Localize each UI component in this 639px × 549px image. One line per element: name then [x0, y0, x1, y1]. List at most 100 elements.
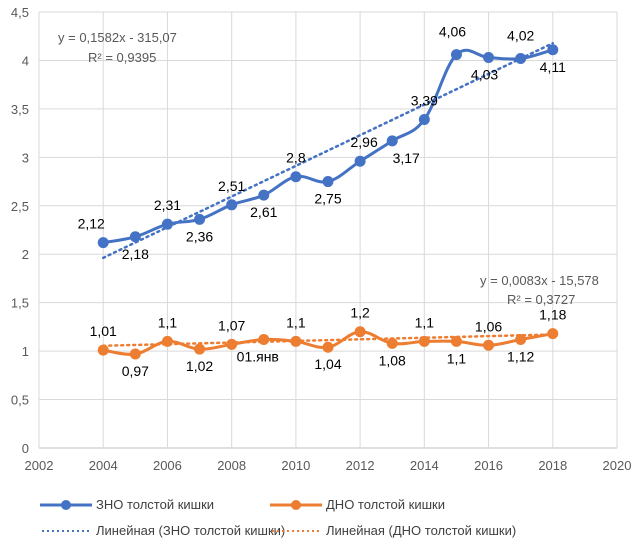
x-tick-label: 2004 [89, 458, 118, 473]
data-label-zno: 2,8 [286, 150, 306, 166]
x-tick-label: 2008 [217, 458, 246, 473]
data-label-zno: 4,11 [540, 59, 566, 75]
y-tick-label: 1,5 [11, 296, 29, 311]
data-point-dno [322, 341, 334, 353]
x-axis-ticks: 2002 2004 2006 2008 2010 2012 2014 2016 2018 2020 [25, 458, 632, 473]
y-axis-ticks: 0 0,5 1 1,5 2 2,5 3 3,5 4 4,5 [11, 5, 29, 456]
data-label-dno: 1,1 [415, 314, 435, 330]
legend-item-dno: ДНО толстой кишки [270, 497, 445, 512]
data-label-zno: 2,75 [314, 191, 341, 207]
data-point-dno [354, 326, 366, 338]
data-point-dno [290, 335, 302, 347]
legend-marker-zno [40, 499, 92, 510]
data-label-dno: 0,97 [122, 363, 149, 379]
data-point-zno [386, 135, 398, 147]
x-tick-label: 2018 [538, 458, 567, 473]
data-label-dno: 1,12 [507, 348, 534, 364]
x-tick-label: 2012 [346, 458, 375, 473]
x-tick-label: 2002 [25, 458, 54, 473]
data-label-dno: 1,04 [314, 356, 341, 372]
legend-item-trend-dno: Линейная (ДНО толстой кишки) [270, 523, 516, 538]
data-label-zno: 3,17 [393, 150, 420, 166]
data-label-zno: 2,31 [154, 197, 181, 213]
data-label-dno: 1,02 [186, 358, 213, 374]
trend-equation-dno: y = 0,0083x - 15,578 [480, 273, 599, 288]
data-point-zno [515, 53, 527, 65]
x-tick-label: 2020 [603, 458, 632, 473]
data-label-zno: 2,61 [250, 204, 277, 220]
data-label-dno: 1,06 [475, 318, 502, 334]
data-point-zno [129, 231, 141, 243]
y-tick-label: 4,5 [11, 5, 29, 20]
data-label-zno: 2,36 [186, 228, 213, 244]
data-point-dno [418, 335, 430, 347]
data-point-dno [194, 343, 206, 355]
gridlines [38, 11, 618, 449]
data-point-dno [547, 328, 559, 340]
data-label-dno: 1,18 [539, 307, 566, 323]
data-label-zno: 2,96 [350, 134, 377, 150]
data-point-zno [161, 218, 173, 230]
data-label-zno: 4,03 [471, 67, 498, 83]
legend-item-trend-zno: Линейная (ЗНО толстой кишки) [40, 523, 285, 538]
y-tick-label: 2,5 [11, 199, 29, 214]
data-point-dno [386, 337, 398, 349]
data-label-dno: 1,01 [90, 323, 117, 339]
legend-marker-trend-zno [42, 529, 90, 532]
data-point-dno [258, 333, 270, 345]
data-label-dno: 1,08 [379, 352, 406, 368]
x-tick-label: 2014 [410, 458, 439, 473]
trend-equation-zno: y = 0,1582x - 315,07 [58, 30, 177, 45]
data-label-zno: 4,06 [439, 24, 466, 40]
data-label-dno: 1,1 [286, 314, 306, 330]
y-tick-label: 3 [22, 150, 29, 165]
data-label-zno: 2,18 [122, 246, 149, 262]
data-label-dno: 1,2 [350, 305, 370, 321]
data-label-zno: 2,12 [78, 216, 105, 232]
data-point-zno [97, 237, 109, 249]
y-tick-label: 0,5 [11, 393, 29, 408]
data-point-dno [483, 339, 495, 351]
data-point-zno [450, 49, 462, 61]
data-point-zno [258, 189, 270, 201]
legend-label-trend-dno: Линейная (ДНО толстой кишки) [326, 523, 517, 538]
data-point-zno [418, 114, 430, 126]
data-labels: 2,12 2,18 2,31 2,36 2,51 2,61 2,8 2,75 2,96 3,17 3… [78, 24, 567, 379]
series-lines [97, 44, 559, 360]
data-label-dno: 1,1 [158, 314, 178, 330]
data-label-dno: 01.янв [237, 348, 279, 364]
data-point-zno [354, 155, 366, 167]
data-point-dno [161, 335, 173, 347]
y-tick-label: 4 [22, 53, 29, 68]
data-point-zno [290, 171, 302, 183]
legend-label-dno: ДНО толстой кишки [326, 497, 445, 512]
y-tick-label: 2 [22, 247, 29, 262]
data-point-dno [515, 333, 527, 345]
trend-r2-zno: R² = 0,9395 [88, 50, 156, 65]
legend-label-trend-zno: Линейная (ЗНО толстой кишки) [96, 523, 286, 538]
data-label-dno: 1,1 [447, 350, 467, 366]
trend-r2-dno: R² = 0,3727 [507, 292, 575, 307]
legend-item-zno: ЗНО толстой кишки [40, 497, 214, 512]
data-label-dno: 1,07 [218, 317, 245, 333]
data-point-dno [450, 335, 462, 347]
x-tick-label: 2010 [281, 458, 310, 473]
data-point-zno [483, 52, 495, 64]
data-point-zno [226, 199, 238, 211]
data-point-dno [129, 348, 141, 360]
x-tick-label: 2006 [153, 458, 182, 473]
y-tick-label: 1 [22, 344, 29, 359]
y-tick-label: 0 [22, 441, 29, 456]
data-point-dno [226, 338, 238, 350]
legend-marker-dno [270, 499, 322, 510]
data-point-zno [322, 176, 334, 188]
data-label-zno: 2,51 [218, 178, 245, 194]
legend-marker-trend-dno [272, 529, 320, 532]
data-point-zno [194, 213, 206, 225]
data-point-dno [97, 344, 109, 356]
data-point-zno [547, 44, 559, 56]
legend-label-zno: ЗНО толстой кишки [96, 497, 215, 512]
data-label-zno: 4,02 [507, 28, 534, 44]
data-label-zno: 3,39 [411, 93, 438, 109]
